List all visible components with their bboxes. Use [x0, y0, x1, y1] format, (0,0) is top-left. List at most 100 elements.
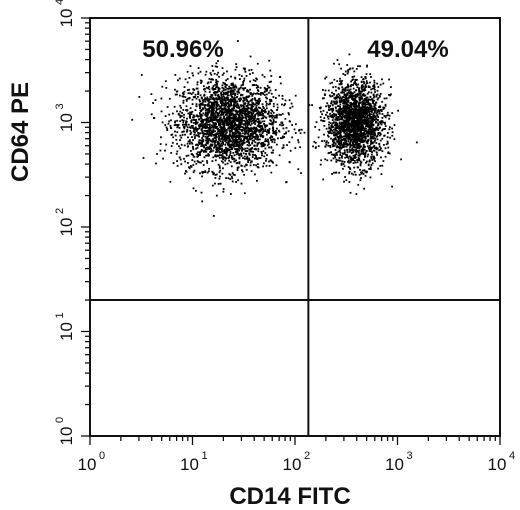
scatter-point [265, 125, 268, 128]
scatter-point [227, 142, 229, 145]
scatter-point [238, 126, 240, 129]
scatter-point [266, 88, 269, 91]
scatter-point [254, 117, 256, 119]
scatter-point [352, 111, 355, 114]
scatter-point [336, 117, 339, 120]
scatter-point [240, 117, 242, 120]
scatter-point [282, 124, 285, 126]
scatter-point [333, 97, 336, 99]
scatter-point [215, 81, 217, 84]
scatter-point [368, 159, 371, 162]
scatter-point [294, 94, 297, 97]
scatter-point [341, 125, 343, 127]
scatter-point [281, 135, 284, 138]
scatter-point [372, 93, 375, 96]
scatter-point [206, 96, 209, 99]
scatter-point [243, 128, 246, 131]
scatter-point [209, 129, 212, 132]
scatter-point [257, 113, 260, 116]
scatter-point [228, 126, 231, 128]
scatter-point [191, 116, 194, 119]
scatter-point [331, 132, 333, 135]
scatter-point [378, 149, 380, 152]
scatter-point [213, 101, 215, 104]
scatter-point [212, 215, 215, 217]
scatter-point [345, 113, 348, 116]
scatter-point [263, 143, 265, 146]
scatter-point [227, 141, 230, 144]
x-tick-exponent: 3 [407, 450, 413, 462]
scatter-point [374, 104, 377, 106]
scatter-point [217, 134, 220, 137]
scatter-point [193, 128, 196, 131]
scatter-point [370, 124, 373, 127]
scatter-point [375, 101, 378, 104]
scatter-point [357, 65, 359, 68]
scatter-point [202, 144, 205, 146]
scatter-point [275, 133, 277, 136]
scatter-point [362, 132, 365, 135]
scatter-point [360, 97, 363, 100]
scatter-point [354, 135, 356, 137]
scatter-point [327, 144, 330, 147]
scatter-point [360, 136, 363, 139]
scatter-point [291, 105, 294, 108]
scatter-point [200, 103, 203, 105]
scatter-point [364, 133, 367, 136]
scatter-point [254, 92, 257, 95]
scatter-point [191, 145, 194, 148]
scatter-point [226, 151, 229, 153]
scatter-point [341, 99, 343, 102]
scatter-point [344, 107, 347, 109]
scatter-point [350, 131, 352, 134]
scatter-point [346, 106, 349, 109]
scatter-point [213, 118, 216, 121]
scatter-point [250, 122, 253, 125]
scatter-point [192, 88, 195, 90]
scatter-point [212, 106, 214, 108]
scatter-point [379, 165, 382, 167]
scatter-point [205, 154, 207, 157]
scatter-point [314, 147, 317, 149]
scatter-point [215, 111, 217, 114]
scatter-point [234, 68, 237, 71]
scatter-point [211, 170, 214, 173]
scatter-point [254, 80, 257, 82]
scatter-point [384, 123, 386, 125]
scatter-point [212, 98, 215, 100]
scatter-point [375, 95, 378, 98]
scatter-point [365, 171, 368, 174]
scatter-point [200, 161, 202, 164]
scatter-point [340, 128, 343, 131]
scatter-point [352, 133, 355, 136]
scatter-point [156, 153, 158, 155]
scatter-point [336, 118, 338, 121]
scatter-point [255, 126, 258, 129]
scatter-point [359, 153, 362, 155]
scatter-point [342, 143, 345, 146]
scatter-point [290, 102, 293, 105]
scatter-point [366, 145, 369, 148]
scatter-point [231, 172, 234, 174]
scatter-point [353, 124, 356, 127]
scatter-point [349, 85, 352, 88]
scatter-point [204, 139, 207, 142]
scatter-point [371, 121, 374, 124]
scatter-point [379, 83, 382, 86]
scatter-point [221, 144, 224, 147]
scatter-point [360, 118, 363, 121]
scatter-point [363, 119, 366, 122]
scatter-point [200, 191, 203, 194]
scatter-point [189, 142, 191, 145]
scatter-point [369, 106, 371, 109]
scatter-point [174, 88, 176, 91]
scatter-point [351, 124, 354, 127]
scatter-point [374, 139, 376, 142]
scatter-point [227, 135, 230, 138]
scatter-point [334, 154, 336, 157]
scatter-point [383, 97, 386, 100]
scatter-point [222, 134, 225, 136]
scatter-point [337, 146, 340, 148]
scatter-point [356, 118, 359, 120]
scatter-point [285, 132, 287, 135]
